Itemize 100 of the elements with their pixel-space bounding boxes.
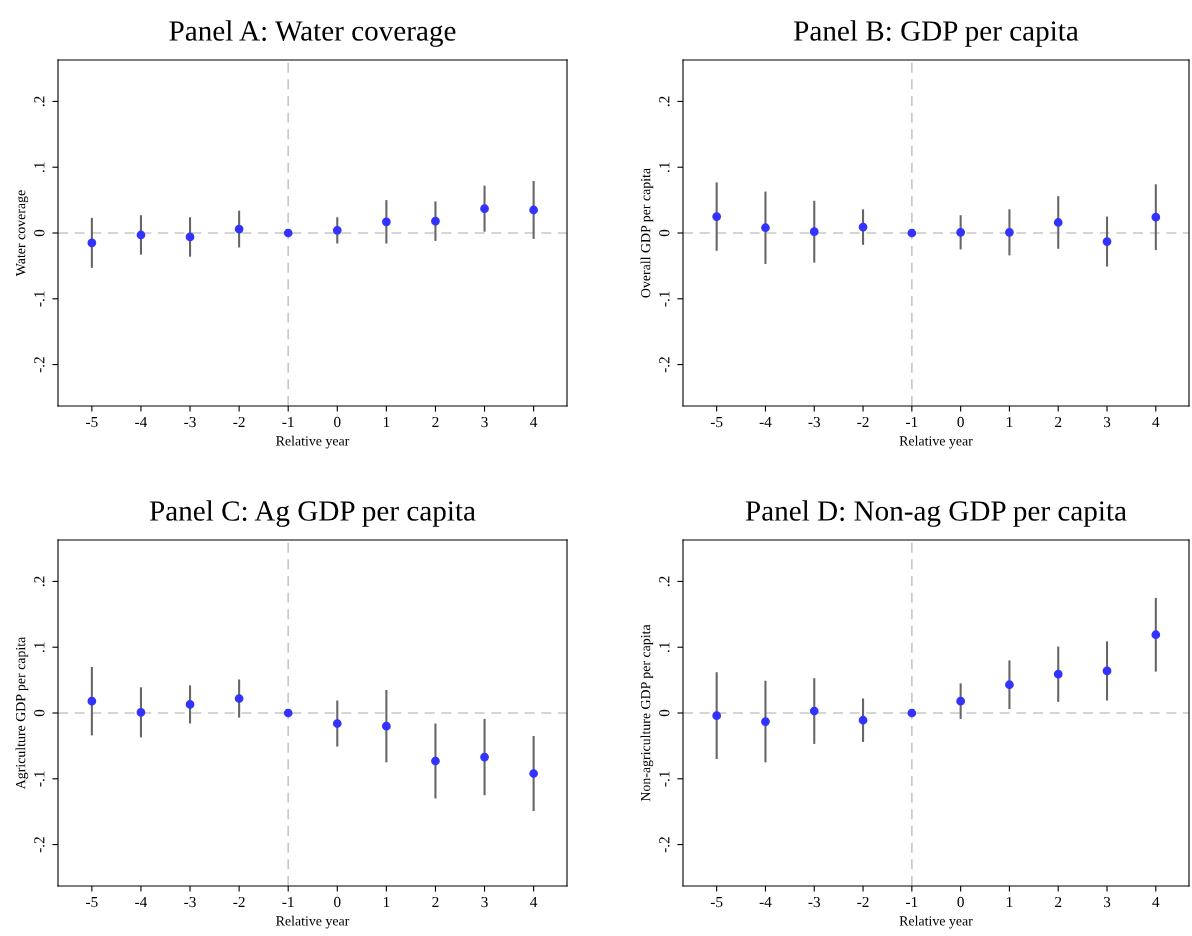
y-tick-label: 0 <box>659 229 670 237</box>
point <box>858 222 868 232</box>
x-tick-label: -1 <box>906 416 918 428</box>
point <box>1151 212 1161 222</box>
x-tick-label: -3 <box>808 896 821 908</box>
chart-title: Panel C: Ag GDP per capita <box>149 500 476 527</box>
point <box>87 696 97 706</box>
point <box>1151 630 1161 640</box>
point <box>136 707 146 717</box>
point <box>761 223 770 233</box>
y-tick-label: .1 <box>34 162 45 172</box>
x-tick-label: -3 <box>184 416 196 428</box>
point <box>185 700 195 709</box>
x-tick-label: -4 <box>759 416 772 428</box>
point <box>858 715 868 725</box>
x-tick-label: -5 <box>86 417 98 428</box>
chart-title: Panel D: Non-ag GDP per capita <box>745 500 1127 527</box>
x-tick-label: 2 <box>432 416 439 428</box>
point <box>529 205 538 215</box>
y-tick-label: -.1 <box>34 291 45 307</box>
chart-title: Panel B: GDP per capita <box>794 20 1079 47</box>
x-tick-label: -3 <box>184 896 196 908</box>
y-tick-label: 0 <box>34 229 45 237</box>
point <box>480 204 489 214</box>
x-tick-label: 0 <box>957 896 964 908</box>
x-tick-label: 2 <box>1055 896 1062 908</box>
x-axis-title: Relative year <box>276 435 350 449</box>
point <box>431 216 440 226</box>
x-tick-label: -4 <box>759 896 772 908</box>
y-axis-title: Agriculture GDP per capita <box>15 636 29 790</box>
y-axis-title: Overall GDP per capita <box>640 168 654 298</box>
point <box>907 708 917 718</box>
x-tick-label: -5 <box>710 897 723 908</box>
y-tick-label: .2 <box>34 96 45 107</box>
point <box>956 696 966 706</box>
x-tick-label: -1 <box>282 416 294 428</box>
x-tick-label: -1 <box>906 896 918 908</box>
y-tick-label: .2 <box>659 576 670 587</box>
x-tick-label: 2 <box>1055 416 1062 428</box>
point <box>283 708 293 718</box>
x-tick-label: -5 <box>710 417 723 428</box>
point <box>136 230 146 240</box>
x-tick-label: 4 <box>1152 896 1160 908</box>
point <box>283 228 293 238</box>
y-axis-title: Water coverage <box>16 190 29 277</box>
x-tick-label: 3 <box>481 896 488 908</box>
point <box>712 711 722 721</box>
x-tick-label: 1 <box>383 416 390 428</box>
point <box>87 238 97 248</box>
point <box>1005 227 1014 237</box>
point <box>382 217 391 227</box>
x-tick-label: -4 <box>135 416 148 428</box>
y-tick-label: -.1 <box>34 771 45 787</box>
x-tick-label: -3 <box>808 416 821 428</box>
x-tick-label: 3 <box>1103 416 1111 428</box>
point <box>332 719 342 728</box>
y-tick-label: 0 <box>34 709 45 717</box>
point <box>431 756 440 766</box>
point <box>907 228 917 238</box>
point <box>761 717 770 726</box>
x-axis-title: Relative year <box>899 915 973 929</box>
x-tick-label: 1 <box>383 896 390 908</box>
y-tick-label: .2 <box>34 576 45 587</box>
point <box>382 721 391 731</box>
point <box>1053 218 1063 227</box>
point <box>185 232 195 242</box>
y-tick-label: -.1 <box>659 771 670 787</box>
point <box>480 752 489 762</box>
point <box>332 225 342 235</box>
point <box>1053 669 1063 679</box>
x-tick-label: -2 <box>233 416 245 428</box>
x-axis-title: Relative year <box>276 915 350 929</box>
x-tick-label: -2 <box>857 416 869 428</box>
y-axis-title: Non-agriculture GDP per capita <box>640 624 654 802</box>
y-tick-label: -.2 <box>34 837 45 853</box>
x-tick-label: -2 <box>233 896 245 908</box>
x-tick-label: 4 <box>1152 416 1160 428</box>
x-tick-label: -5 <box>86 897 98 908</box>
x-tick-label: -4 <box>135 896 148 908</box>
y-tick-label: .1 <box>34 642 45 652</box>
y-tick-label: .1 <box>659 162 670 172</box>
y-tick-label: .2 <box>659 96 670 107</box>
chart-title: Panel A: Water coverage <box>169 20 456 47</box>
y-tick-label: -.2 <box>659 357 670 373</box>
point <box>809 227 819 237</box>
x-tick-label: 3 <box>1103 896 1111 908</box>
x-tick-label: 2 <box>432 896 439 908</box>
point <box>956 227 966 237</box>
x-tick-label: -2 <box>857 896 869 908</box>
point <box>1005 680 1014 690</box>
x-tick-label: 0 <box>957 416 964 428</box>
x-tick-label: 0 <box>334 416 341 428</box>
y-tick-label: -.2 <box>34 357 45 373</box>
x-tick-label: 1 <box>1006 896 1013 908</box>
x-tick-label: 3 <box>481 416 488 428</box>
y-tick-label: -.2 <box>659 837 670 853</box>
point <box>1102 237 1112 246</box>
y-tick-label: -.1 <box>659 291 670 307</box>
x-tick-label: 4 <box>530 896 538 908</box>
x-tick-label: 1 <box>1006 416 1013 428</box>
